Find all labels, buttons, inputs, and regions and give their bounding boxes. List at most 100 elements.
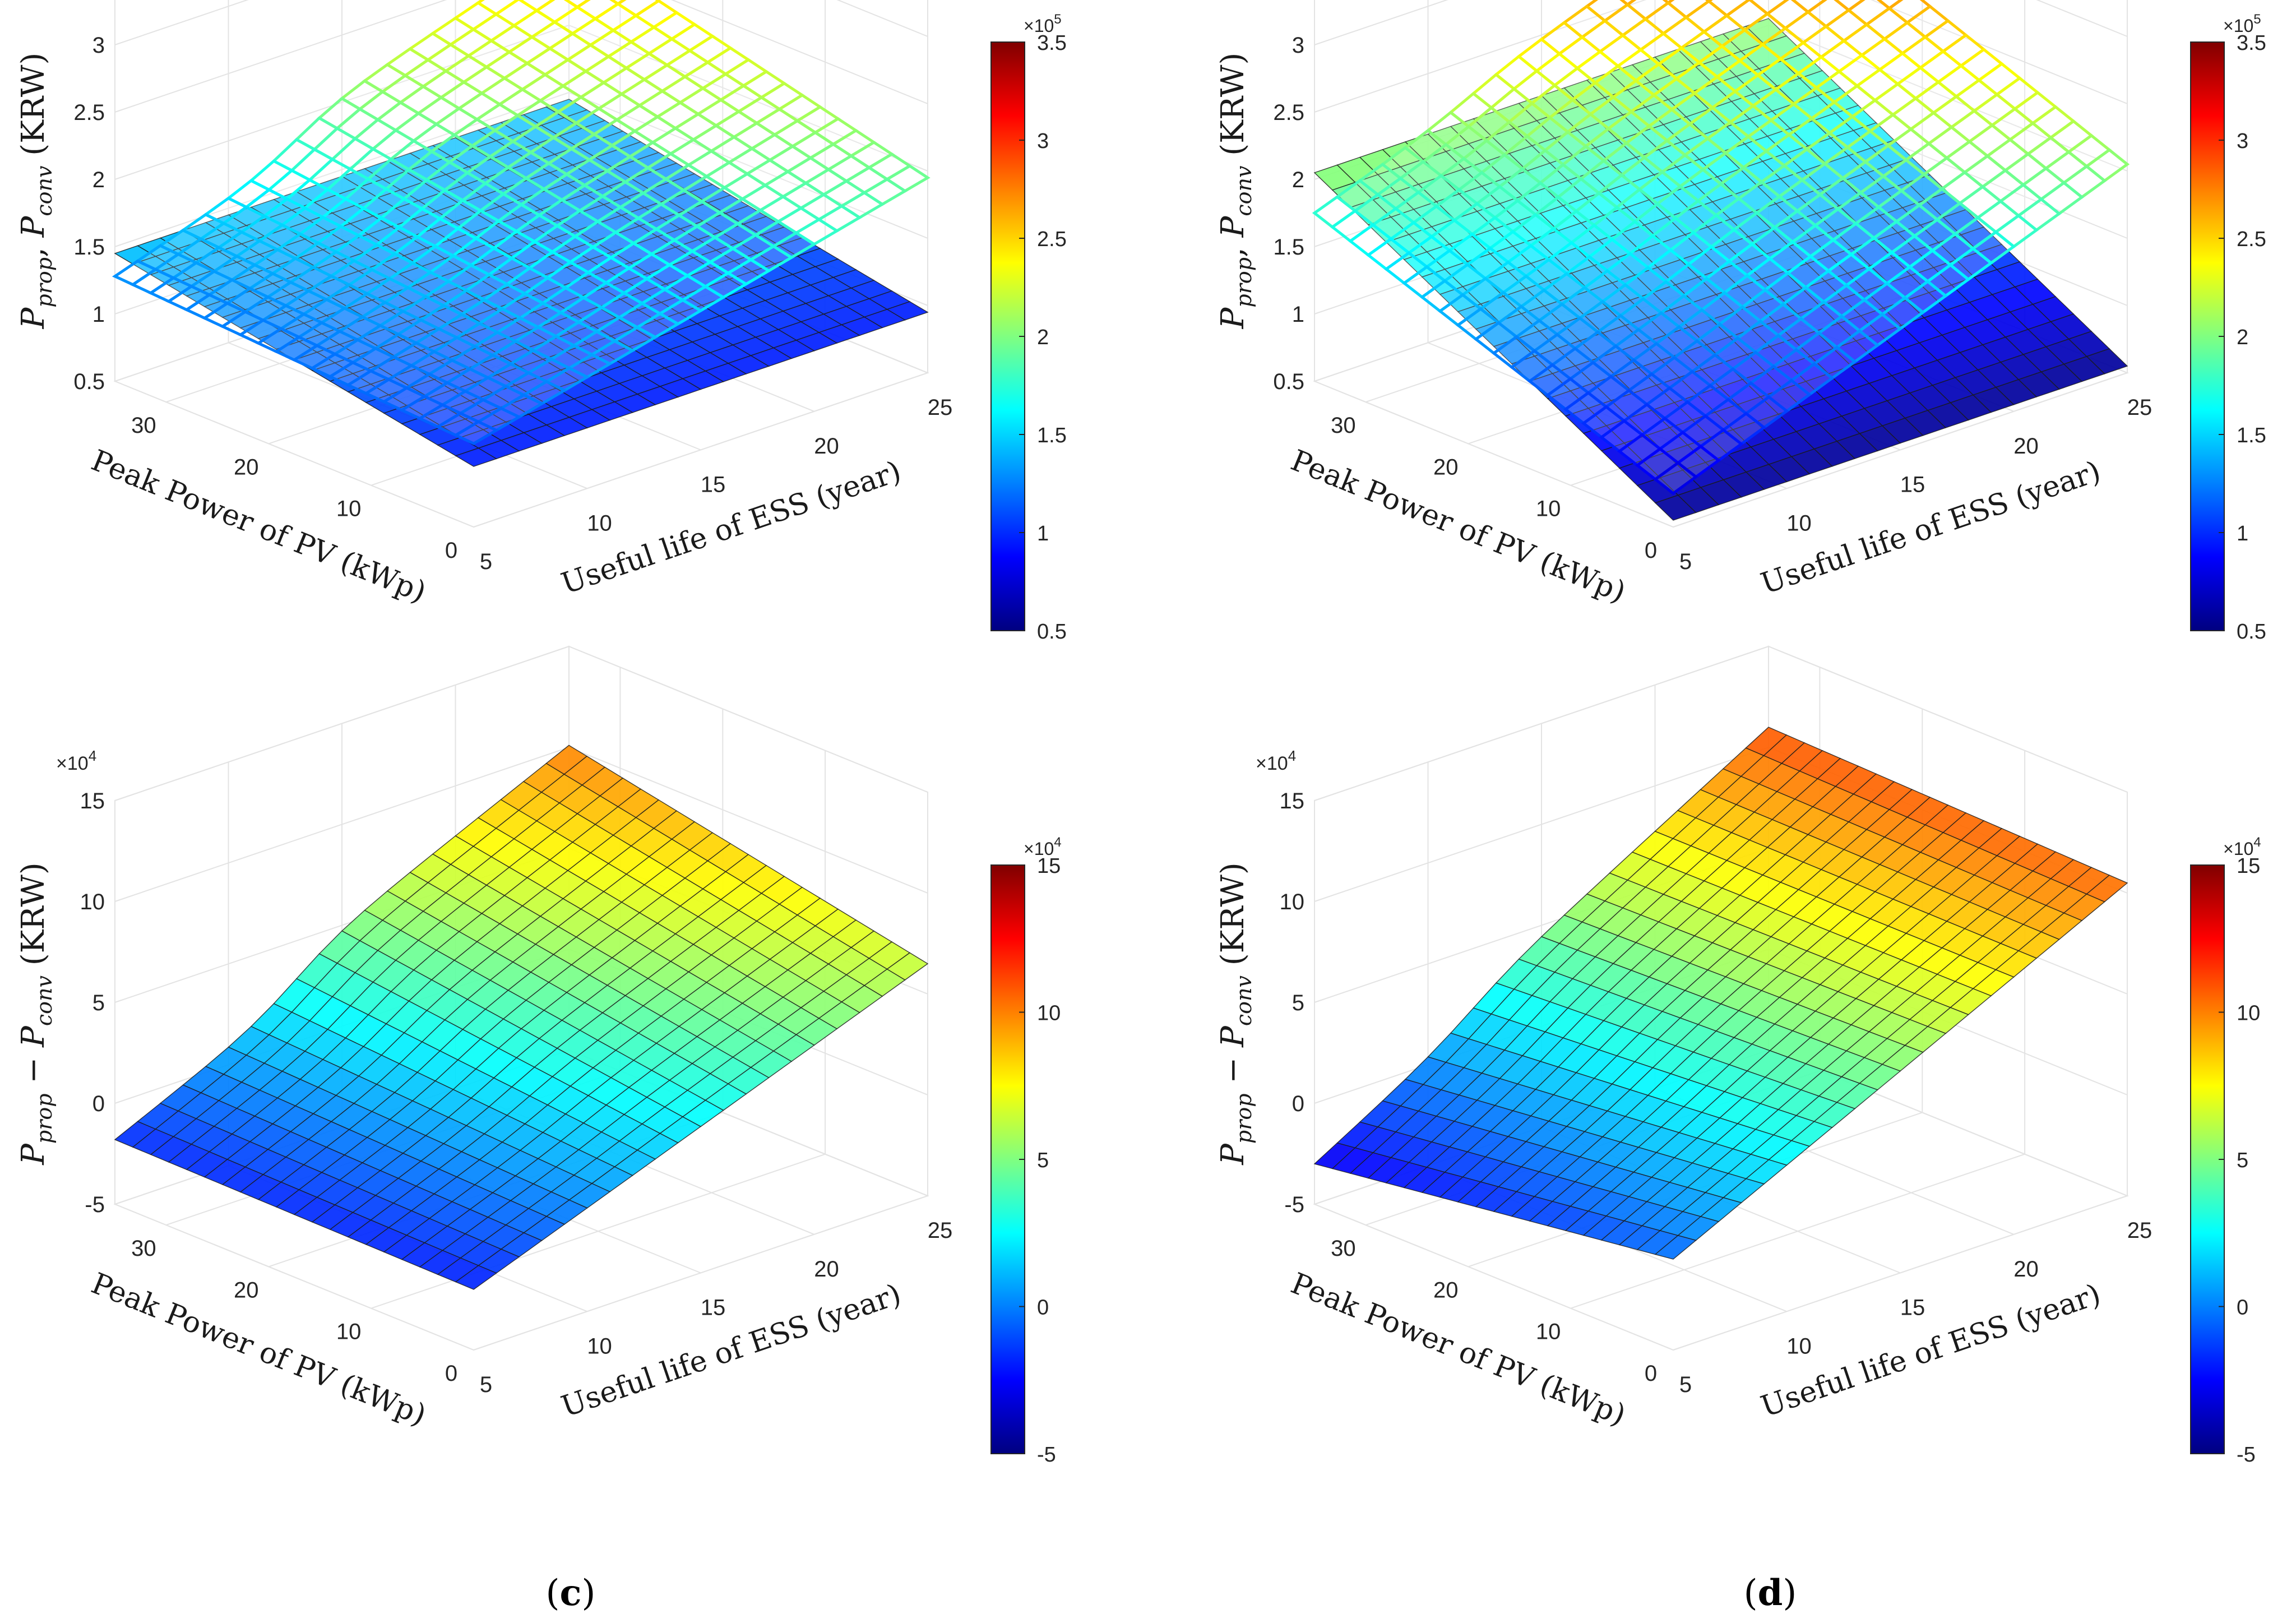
y-tick-label: 20 bbox=[234, 455, 259, 479]
wire-patch bbox=[452, 420, 499, 446]
x-tick-label: 5 bbox=[480, 549, 492, 574]
colorbar-tick-label: 1.5 bbox=[1037, 424, 1067, 447]
wire-patch bbox=[1652, 461, 1698, 496]
z-exponent-label: ×104 bbox=[56, 747, 96, 774]
z-axis-label: Pprop − Pconv (KRW) bbox=[1215, 862, 1256, 1166]
z-tick-label: 2.5 bbox=[1273, 100, 1304, 125]
z-tick-label: 1 bbox=[92, 302, 105, 327]
y-tick-label: 10 bbox=[1536, 1320, 1561, 1344]
z-tick-label: 5 bbox=[92, 991, 105, 1015]
x-tick-label: 20 bbox=[2013, 434, 2039, 459]
colorbar-tick-label: 3.5 bbox=[1037, 31, 1067, 55]
colorbar-tick-label: 2 bbox=[2237, 326, 2248, 349]
z-tick-label: 5 bbox=[1292, 991, 1304, 1015]
x-tick-label: 10 bbox=[587, 511, 612, 535]
surface-patch bbox=[1654, 1235, 1697, 1260]
colorbar-tick-label: 10 bbox=[1037, 1002, 1061, 1025]
colorbar: 0.5 1 1.5 2 2.5 3 3.5×105 bbox=[2190, 12, 2266, 644]
colorbar-tick-label: -5 bbox=[1037, 1443, 1056, 1467]
z-tick-label: 2.5 bbox=[73, 100, 105, 125]
z-tick-label: 0.5 bbox=[73, 369, 105, 394]
z-axis-label: Pprop − Pconv (KRW) bbox=[15, 862, 57, 1166]
z-tick-label: 3 bbox=[92, 33, 105, 58]
colorbar-tick-label: 1 bbox=[2237, 522, 2248, 545]
x-tick-label: 15 bbox=[701, 473, 726, 497]
grid-line-z bbox=[1314, 0, 2128, 113]
colorbar: 0.5 1 1.5 2 2.5 3 3.5×105 bbox=[990, 12, 1067, 644]
y-tick-label: 10 bbox=[336, 1320, 362, 1344]
panel-a: 51015202501020300.511.522.533.5×105Usefu… bbox=[15, 0, 1067, 791]
colorbar-tick-label: 3 bbox=[2237, 130, 2248, 153]
colorbar-tick-label: 15 bbox=[2237, 854, 2260, 878]
z-tick-label: 3 bbox=[1292, 33, 1304, 58]
x-tick-label: 15 bbox=[1900, 473, 1925, 497]
surface-p-prop bbox=[112, 0, 931, 446]
colorbar-exponent-label: ×105 bbox=[1024, 12, 1062, 36]
colorbar-tick-label: 2.5 bbox=[2237, 228, 2266, 251]
surface-patch bbox=[1654, 494, 1697, 521]
y-tick-label: 0 bbox=[445, 538, 457, 563]
colorbar-tick-label: 5 bbox=[2237, 1149, 2248, 1172]
z-axis-label: Pprop, Pconv (KRW) bbox=[1215, 53, 1256, 330]
panel-caption: (c) bbox=[546, 1572, 596, 1614]
x-tick-label: 20 bbox=[814, 434, 839, 459]
x-tick-label: 10 bbox=[1786, 1334, 1812, 1358]
surface-p-prop-p-conv bbox=[1313, 727, 2128, 1260]
y-tick-label: 10 bbox=[336, 497, 362, 521]
wire-patch bbox=[1876, 0, 1904, 10]
colorbar-exponent-label: ×105 bbox=[2223, 12, 2261, 36]
x-tick-label: 25 bbox=[928, 395, 953, 420]
surface-p-prop-p-conv bbox=[114, 745, 929, 1290]
surface-patch bbox=[455, 1265, 497, 1290]
colorbar-tick-label: 15 bbox=[1037, 854, 1061, 878]
x-tick-label: 20 bbox=[2013, 1257, 2039, 1282]
y-tick-label: 0 bbox=[1645, 538, 1657, 563]
z-tick-label: 1.5 bbox=[1273, 235, 1304, 260]
colorbar-exponent-label: ×104 bbox=[2223, 835, 2261, 859]
z-tick-label: 2 bbox=[92, 168, 105, 192]
colorbar-tick-label: 10 bbox=[2237, 1002, 2260, 1025]
grid-line-z bbox=[114, 0, 928, 113]
grid-line-z bbox=[1314, 645, 2128, 801]
colorbar-tick-label: 5 bbox=[1037, 1149, 1049, 1172]
colorbar-tick-label: 1 bbox=[1037, 522, 1049, 545]
y-tick-label: 0 bbox=[445, 1361, 457, 1386]
colorbar: -5 0 5 10 15×104 bbox=[2190, 835, 2261, 1467]
z-tick-label: 15 bbox=[80, 789, 105, 813]
z-tick-label: 15 bbox=[1280, 789, 1305, 813]
grid-line-z bbox=[114, 645, 928, 801]
colorbar-tick-label: 1.5 bbox=[2237, 424, 2266, 447]
y-tick-label: 30 bbox=[1331, 1236, 1356, 1261]
x-tick-label: 25 bbox=[2127, 1218, 2152, 1243]
grid-line-z bbox=[114, 24, 928, 180]
z-tick-label: 10 bbox=[1280, 890, 1305, 914]
z-tick-label: 0 bbox=[1292, 1092, 1304, 1116]
y-tick-label: 0 bbox=[1645, 1361, 1657, 1386]
z-tick-label: 0 bbox=[92, 1092, 105, 1116]
z-tick-label: -5 bbox=[1284, 1192, 1304, 1217]
x-tick-label: 5 bbox=[1679, 549, 1692, 574]
z-tick-label: 1 bbox=[1292, 302, 1304, 327]
panel-caption: (d) bbox=[1744, 1572, 1797, 1614]
colorbar-tick-label: 2.5 bbox=[1037, 228, 1067, 251]
colorbar-tick-label: 3.5 bbox=[2237, 31, 2266, 55]
surface-p-prop bbox=[1312, 0, 2130, 496]
grid-line-z bbox=[114, 91, 928, 247]
colorbar-tick-label: -5 bbox=[2237, 1443, 2256, 1467]
colorbar-tick-label: 3 bbox=[1037, 130, 1049, 153]
z-tick-label: 2 bbox=[1292, 168, 1304, 192]
y-tick-label: 30 bbox=[131, 413, 156, 438]
z-exponent-label: ×104 bbox=[1256, 747, 1296, 774]
x-tick-label: 10 bbox=[1786, 511, 1812, 535]
colorbar-tick-label: 0.5 bbox=[1037, 620, 1067, 644]
x-tick-label: 25 bbox=[2127, 395, 2152, 420]
surface-patch bbox=[455, 447, 498, 467]
x-tick-label: 15 bbox=[1900, 1296, 1925, 1320]
colorbar-exponent-label: ×104 bbox=[1024, 835, 1062, 859]
